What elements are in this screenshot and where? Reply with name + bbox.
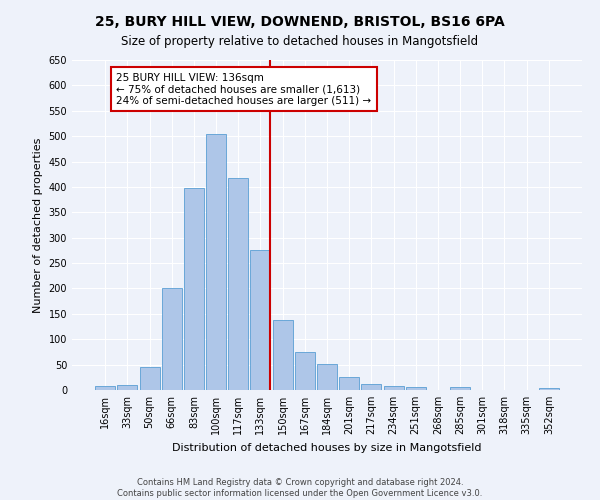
Y-axis label: Number of detached properties: Number of detached properties xyxy=(33,138,43,312)
Bar xyxy=(228,178,248,390)
Bar xyxy=(406,388,426,390)
Bar xyxy=(118,385,137,390)
Bar xyxy=(450,388,470,390)
Bar xyxy=(95,386,115,390)
Text: 25 BURY HILL VIEW: 136sqm
← 75% of detached houses are smaller (1,613)
24% of se: 25 BURY HILL VIEW: 136sqm ← 75% of detac… xyxy=(116,72,371,106)
Bar xyxy=(206,134,226,390)
Bar xyxy=(184,188,204,390)
Text: Size of property relative to detached houses in Mangotsfield: Size of property relative to detached ho… xyxy=(121,35,479,48)
Bar xyxy=(272,320,293,390)
Bar xyxy=(250,250,271,390)
Bar xyxy=(295,352,315,390)
Bar xyxy=(339,378,359,390)
Bar xyxy=(361,384,382,390)
Text: Contains HM Land Registry data © Crown copyright and database right 2024.
Contai: Contains HM Land Registry data © Crown c… xyxy=(118,478,482,498)
Bar xyxy=(140,367,160,390)
Bar xyxy=(383,386,404,390)
Bar xyxy=(317,364,337,390)
X-axis label: Distribution of detached houses by size in Mangotsfield: Distribution of detached houses by size … xyxy=(172,442,482,452)
Text: 25, BURY HILL VIEW, DOWNEND, BRISTOL, BS16 6PA: 25, BURY HILL VIEW, DOWNEND, BRISTOL, BS… xyxy=(95,15,505,29)
Bar xyxy=(162,288,182,390)
Bar xyxy=(539,388,559,390)
